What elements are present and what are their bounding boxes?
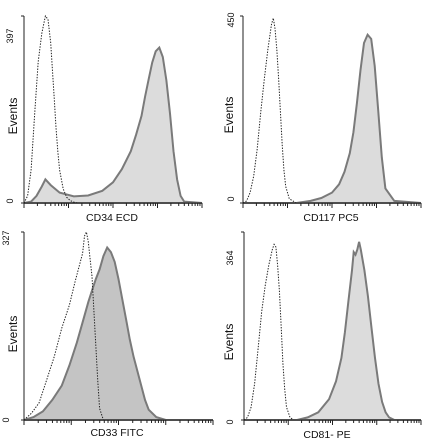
panel-cd117-plot: [240, 15, 422, 208]
panel-cd117-ytick-max: 450: [226, 12, 236, 27]
panel-cd117-stained-histogram: [243, 32, 422, 204]
panel-cd34: 397 0 Events CD34 ECD: [5, 14, 203, 224]
panel-cd117-ylabel: Events: [222, 97, 236, 134]
panel-cd81-stained-histogram: [244, 241, 421, 421]
panel-cd33-ytick-max: 327: [1, 230, 11, 245]
panel-cd81: 364 0 Events CD81- PE: [222, 231, 422, 441]
panel-cd81-xlabel: CD81- PE: [303, 429, 350, 441]
panel-cd81-control-histogram: [243, 243, 306, 421]
panel-cd34-plot: [21, 14, 203, 208]
panel-cd33-ytick-min: 0: [1, 417, 11, 422]
panel-cd81-ylabel: Events: [222, 324, 236, 361]
panel-cd34-xlabel: CD34 ECD: [86, 212, 138, 224]
panel-cd81-plot: [241, 231, 422, 425]
panel-cd34-ylabel: Events: [6, 98, 20, 135]
panel-cd33-control-histogram: [23, 230, 119, 421]
panel-cd34-stained-histogram: [23, 45, 203, 204]
panel-cd117: 450 0 Events CD117 PC5: [222, 12, 422, 224]
panel-cd117-ytick-min: 0: [226, 196, 236, 201]
panel-cd33-ylabel: Events: [6, 316, 20, 353]
panel-cd81-ytick-max: 364: [225, 250, 235, 265]
panel-cd117-xlabel: CD117 PC5: [303, 212, 358, 224]
panel-cd34-control-histogram: [23, 14, 83, 204]
panel-cd34-ytick-min: 0: [5, 198, 15, 203]
panel-cd33-plot: [21, 230, 214, 425]
panel-cd33-xlabel: CD33 FITC: [90, 427, 144, 439]
panel-cd34-ytick-max: 397: [5, 28, 15, 43]
panel-cd81-ytick-min: 0: [225, 419, 235, 424]
panel-cd117-control-histogram: [242, 17, 302, 204]
panel-cd33-stained-histogram: [23, 245, 213, 421]
panel-cd33: 327 0 Events CD33 FITC: [1, 230, 214, 439]
